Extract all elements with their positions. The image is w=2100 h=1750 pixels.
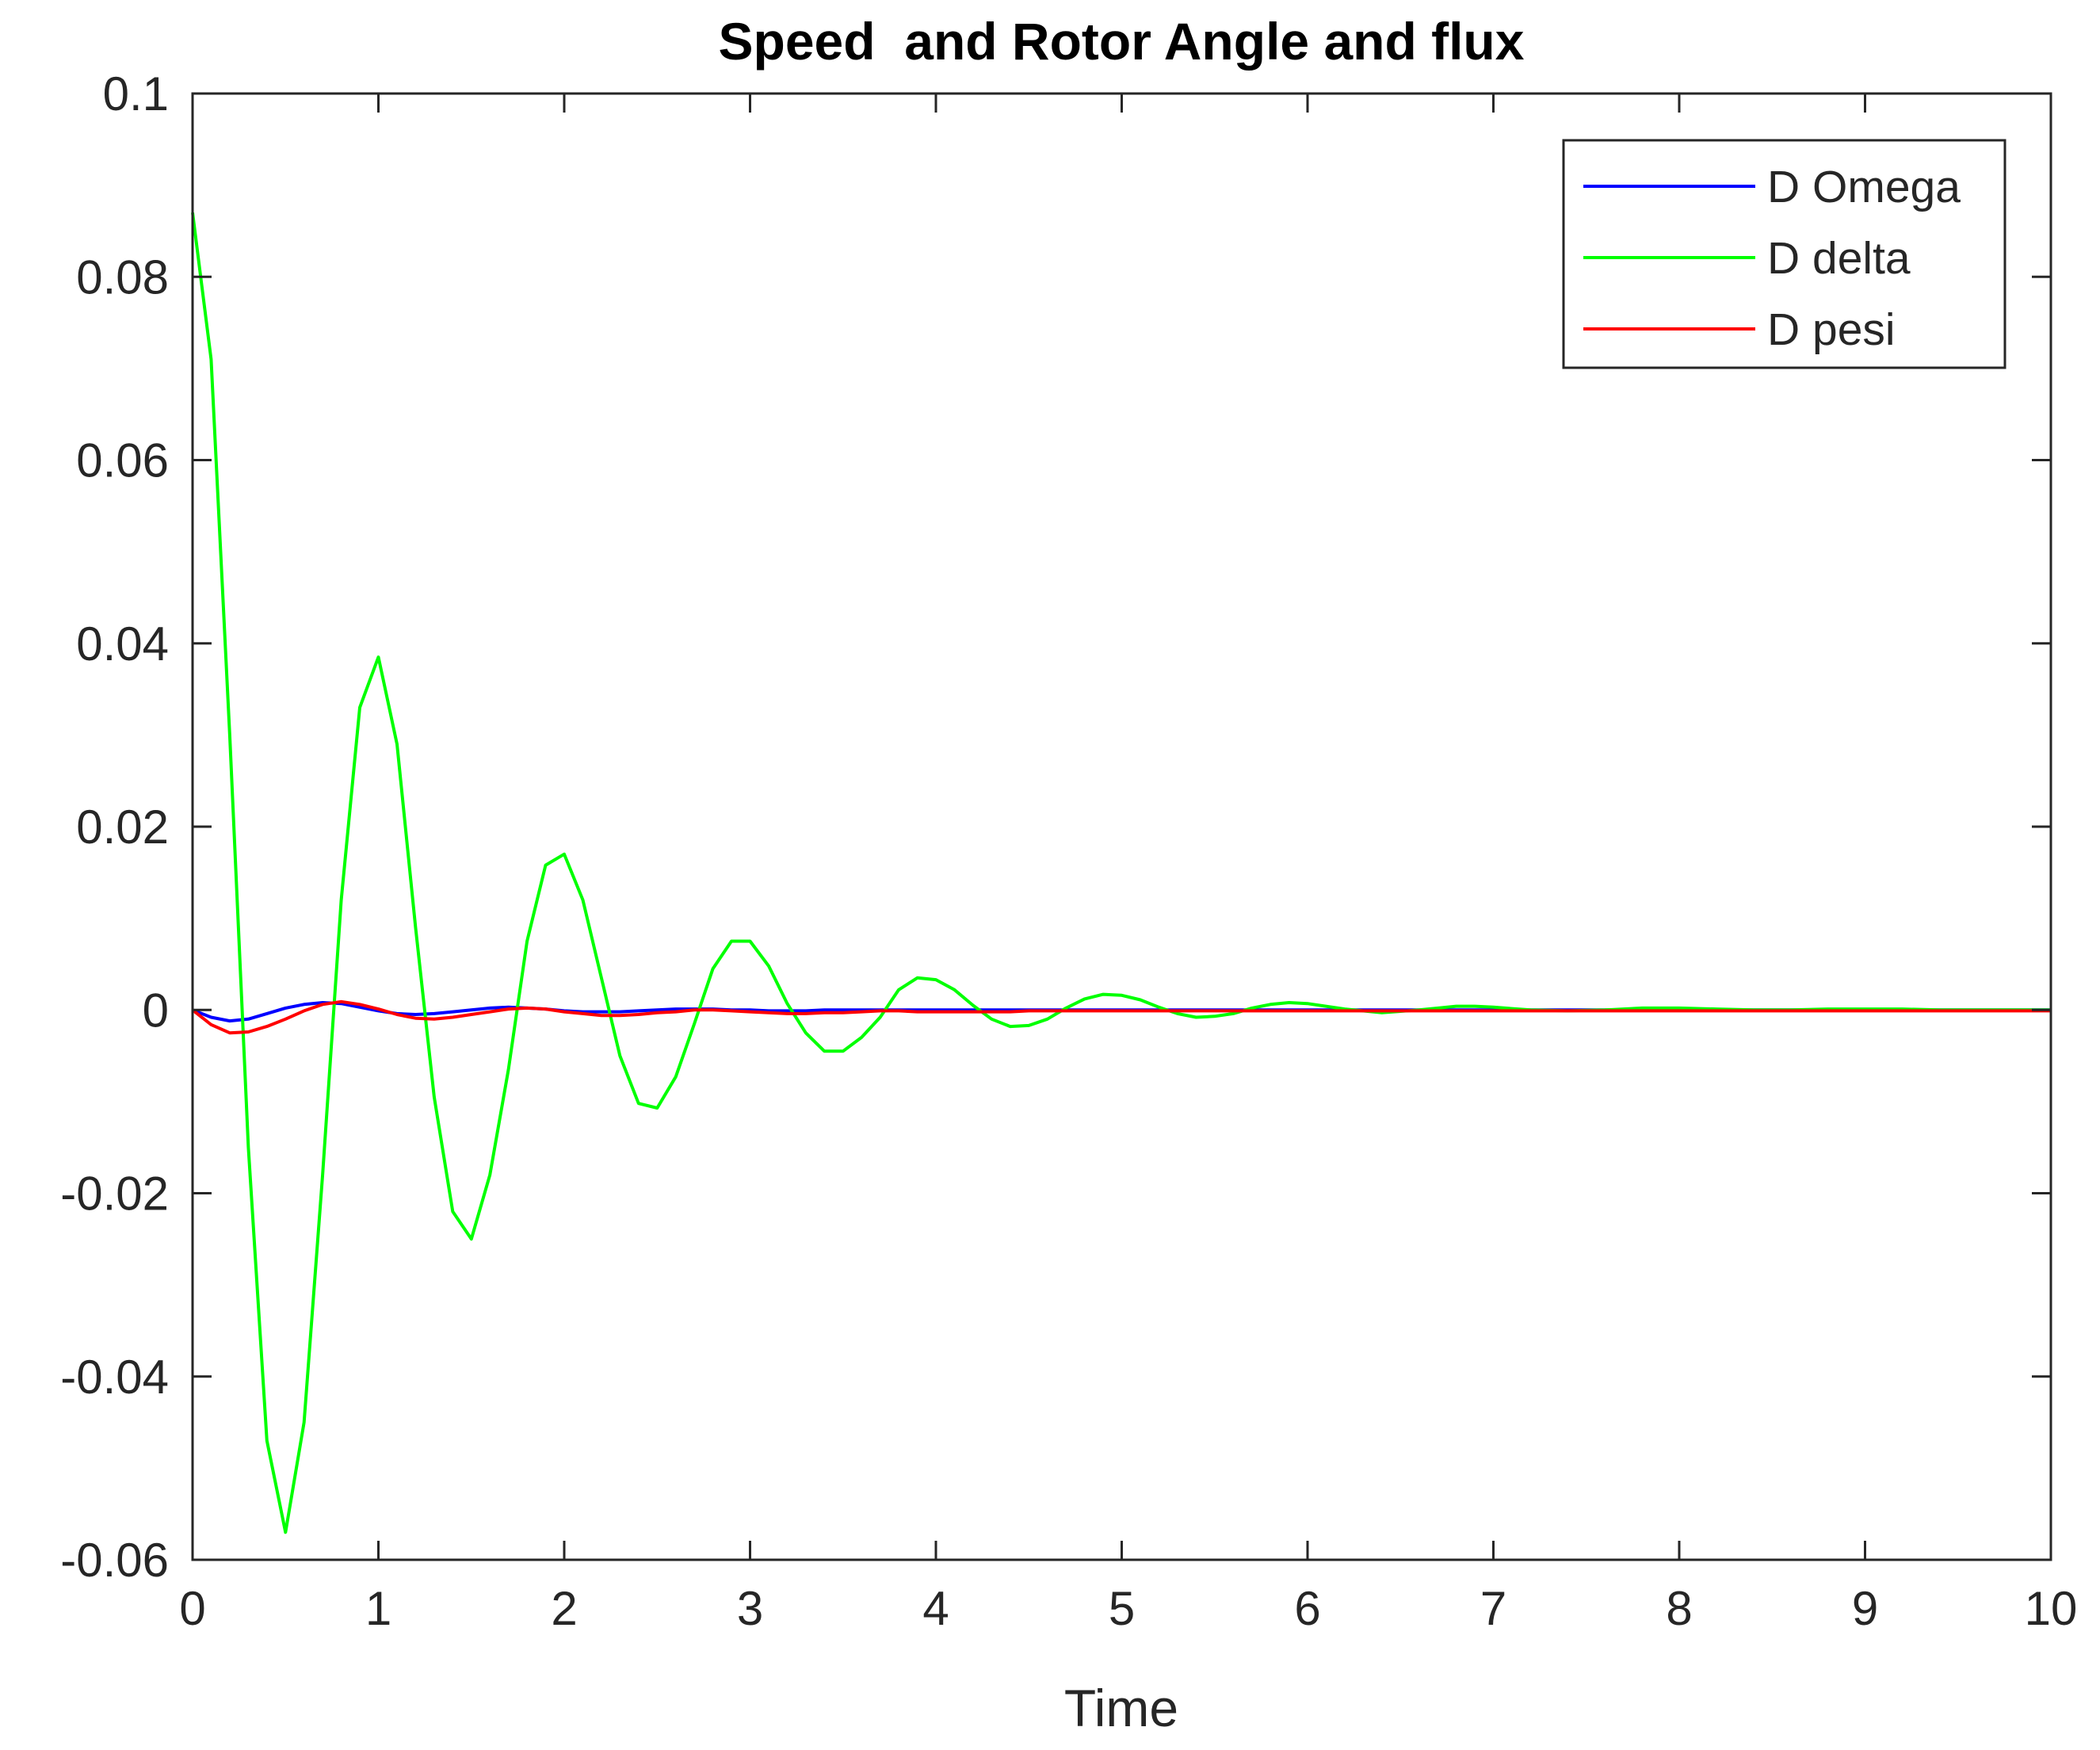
legend-items: D Omega D delta D pesi: [1583, 162, 1961, 355]
series-line-2: [191, 999, 2051, 1035]
y-tick-label: 0.04: [76, 617, 169, 671]
y-tick-label: -0.02: [60, 1167, 169, 1221]
x-axis-label: Time: [1064, 1679, 1178, 1737]
x-tick-label: 5: [1109, 1582, 1135, 1635]
y-tick-label: 0: [143, 984, 169, 1037]
x-tick-label: 9: [1852, 1582, 1878, 1635]
y-tick-label: -0.06: [60, 1534, 169, 1587]
y-tick-label: 0.06: [76, 434, 169, 487]
ticks-layer: 0 1 2 3 4 5 6 7 8 9 10 -0.06 -0.04 -0.02 0 0.02 0.04 0.06…: [60, 67, 2077, 1635]
y-tick-label: 0.08: [76, 250, 169, 304]
x-tick-label: 10: [2025, 1582, 2078, 1635]
x-tick-label: 7: [1480, 1582, 1506, 1635]
y-tick-label: -0.04: [60, 1351, 169, 1404]
series-layer: [191, 212, 2051, 1534]
x-tick-label: 6: [1294, 1582, 1320, 1635]
x-tick-label: 8: [1666, 1582, 1692, 1635]
y-tick-label: 0.1: [103, 67, 169, 120]
legend-label-2: D pesi: [1767, 304, 1896, 355]
legend-label-0: D Omega: [1767, 162, 1961, 212]
chart-title: Speed and Rotor Angle and flux: [719, 12, 1525, 71]
x-tick-label: 2: [551, 1582, 577, 1635]
x-tick-label: 0: [179, 1582, 205, 1635]
x-tick-label: 3: [737, 1582, 763, 1635]
y-tick-label: 0.02: [76, 800, 169, 854]
x-tick-label: 1: [365, 1582, 391, 1635]
x-tick-label: 4: [922, 1582, 949, 1635]
legend: D Omega D delta D pesi: [1562, 139, 2006, 369]
legend-label-1: D delta: [1767, 233, 1911, 284]
